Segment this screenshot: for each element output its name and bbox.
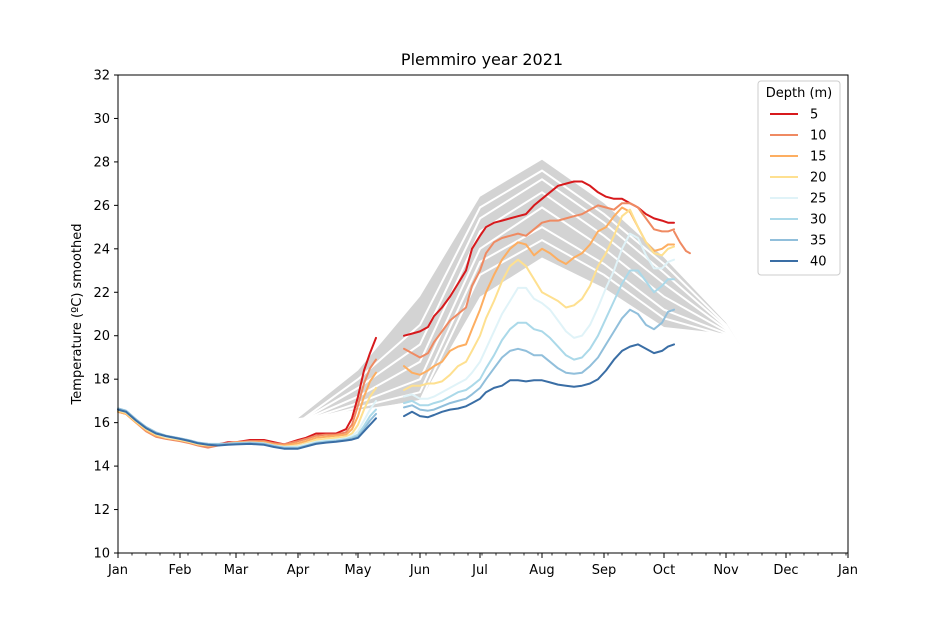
x-tick-label: May [345,563,372,578]
series-line-depth-10-segment-1 [403,202,675,359]
y-tick-label: 12 [93,503,110,518]
legend-box [757,80,841,276]
series-line-depth-40-segment-0 [117,408,377,450]
legend-label-depth-5: 5 [810,108,818,123]
legend-label-depth-15: 15 [810,150,827,165]
y-tick-label: 10 [93,547,110,562]
y-tick-label: 24 [93,242,110,257]
series-line-depth-40-segment-1 [403,343,675,419]
x-tick-label: Dec [773,563,798,578]
climatology-line-4 [297,225,765,424]
x-tick-label: Jan [107,563,128,578]
y-tick-label: 30 [93,112,110,127]
y-tick-label: 18 [93,373,110,388]
x-tick-label: Apr [287,563,310,578]
legend-title: Depth (m) [766,86,833,101]
plot-area [117,159,765,450]
series-line-depth-25-segment-1 [403,232,675,400]
legend-label-depth-30: 30 [810,213,827,228]
x-tick-label: Feb [168,563,191,578]
y-tick-label: 14 [93,460,110,475]
legend-label-depth-25: 25 [810,192,827,207]
legend-label-depth-35: 35 [810,234,827,249]
climatology-line-1 [297,178,765,424]
series-line-depth-30-segment-1 [403,269,675,407]
climatology-line-5 [297,238,765,424]
y-tick-label: 32 [93,69,110,84]
y-axis-label: Temperature (ºC) smoothed [70,224,85,406]
y-tick-label: 28 [93,155,110,170]
legend-label-depth-10: 10 [810,129,827,144]
x-tick-label: Jan [837,563,858,578]
legend-label-depth-20: 20 [810,171,827,186]
x-tick-label: Jun [409,563,430,578]
x-tick-label: Oct [653,563,675,578]
x-tick-label: Aug [529,563,554,578]
series-line-depth-10-segment-2 [673,230,691,255]
x-tick-label: Jul [471,563,488,578]
x-tick-label: Sep [592,563,617,578]
climatology-line-0 [297,169,765,424]
climatology-line-2 [297,191,765,424]
series-line-depth-35-segment-1 [403,308,675,412]
y-tick-label: 22 [93,286,110,301]
series-line-depth-20-segment-1 [403,208,675,391]
legend: Depth (m) 5 10 15 20 25 30 35 40 [757,80,841,276]
plot-frame [117,74,849,554]
y-tick-label: 26 [93,199,110,214]
climatology-line-3 [297,206,765,424]
axes: 10 12 14 16 18 20 22 24 26 28 30 32 Jan Feb Mar Apr May J… [93,69,858,579]
y-tick-label: 16 [93,416,110,431]
legend-label-depth-40: 40 [810,255,827,270]
series-line-depth-10-segment-0 [117,358,377,449]
x-tick-label: Mar [224,563,249,578]
chart-title: Plemmiro year 2021 [401,50,563,69]
x-tick-label: Nov [713,563,739,578]
y-tick-label: 20 [93,329,110,344]
